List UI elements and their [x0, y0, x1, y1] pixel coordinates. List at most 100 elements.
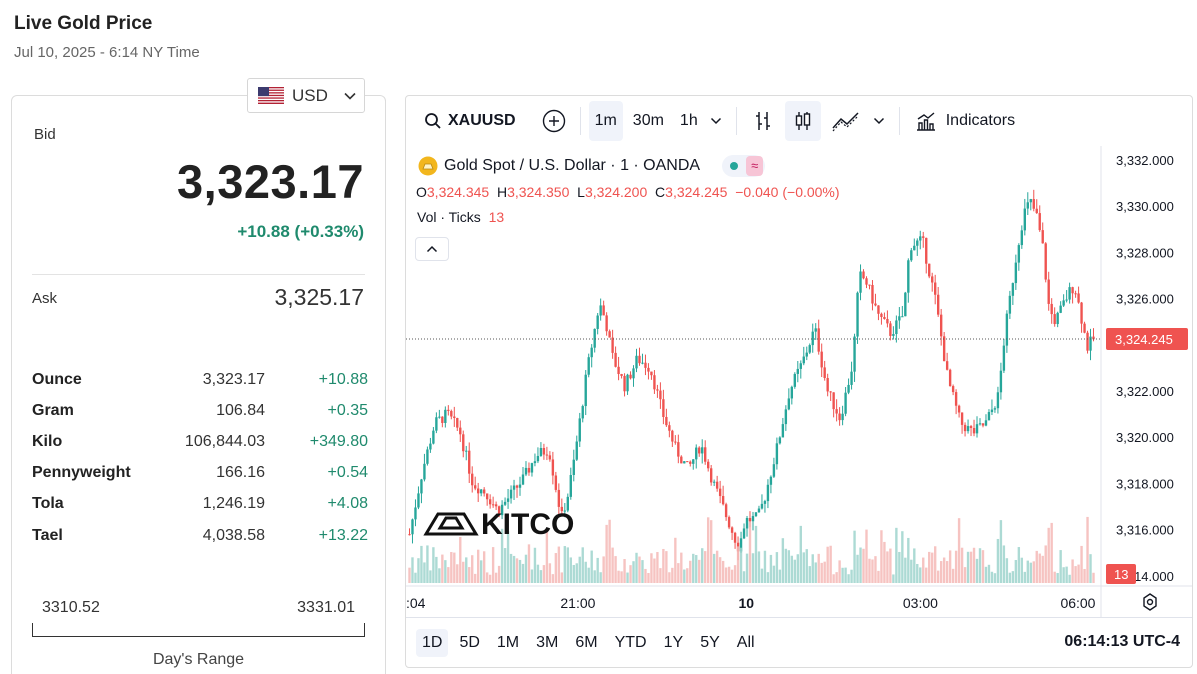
volume-bar — [823, 561, 826, 583]
volume-bar — [1044, 545, 1047, 583]
volume-bar — [1092, 572, 1095, 583]
volume-bar — [1047, 527, 1050, 583]
volume-bar — [524, 554, 528, 583]
volume-bar — [471, 555, 474, 583]
candle-body — [957, 405, 961, 413]
range-1y[interactable]: 1Y — [663, 633, 684, 651]
volume-bar — [814, 562, 817, 583]
candle-body — [435, 417, 438, 431]
volume-bar — [450, 552, 453, 583]
candle-body — [757, 508, 761, 513]
candle-body — [898, 316, 901, 321]
candle-body — [500, 504, 504, 516]
x-tick-label: 10 — [739, 595, 755, 611]
volume-bar — [1002, 545, 1006, 583]
volume-bar — [874, 556, 877, 583]
volume-bar — [1077, 564, 1080, 583]
bars-chart-icon — [755, 112, 770, 130]
candle-body — [928, 263, 931, 277]
volume-bar — [844, 567, 847, 583]
volume-bar — [488, 574, 492, 583]
range-6m[interactable]: 6M — [575, 633, 598, 651]
chart-style-dropdown[interactable] — [867, 101, 891, 141]
range-1m[interactable]: 1M — [496, 633, 520, 651]
candle-body — [662, 399, 665, 417]
candle-body — [715, 481, 719, 489]
high-value: 3,324.350 — [507, 184, 570, 200]
bar-style-button[interactable] — [745, 101, 781, 141]
candle-body — [620, 374, 623, 376]
volume-bar — [662, 548, 665, 583]
candle-body — [1038, 213, 1041, 231]
market-status-pill[interactable]: ≈ — [722, 155, 766, 177]
currency-select[interactable]: USD — [247, 78, 365, 113]
candle-body — [450, 410, 453, 417]
volume-bar — [1074, 566, 1077, 583]
volume-bar — [557, 546, 561, 583]
volume-bar — [730, 569, 734, 583]
volume-bar — [566, 547, 569, 583]
area-style-button[interactable] — [825, 101, 867, 141]
y-tick-label: 3,328.000 — [1116, 245, 1174, 260]
indicators-button[interactable]: Indicators — [908, 101, 1021, 141]
candle-body — [910, 250, 913, 261]
volume-bar — [641, 560, 644, 583]
chart-clock: 06:14:13 UTC-4 — [1064, 633, 1180, 650]
range-5y[interactable]: 5Y — [700, 633, 720, 651]
price-chart[interactable]: KITCO 3,332.000 3,330.000 3,328.000 3,326.00… — [406, 96, 1193, 668]
candle-style-button[interactable] — [784, 101, 821, 141]
range-ytd[interactable]: YTD — [614, 633, 647, 651]
volume-bar — [951, 568, 955, 583]
range-3m[interactable]: 3M — [536, 633, 559, 651]
y-tick-label: 3,316.000 — [1116, 523, 1174, 538]
volume-bar — [536, 564, 540, 583]
candle-body — [942, 336, 946, 362]
volume-bar — [969, 551, 973, 583]
candle-body — [1050, 303, 1053, 315]
volume-bar — [659, 568, 662, 583]
candle-body — [778, 437, 782, 444]
volume-bar — [999, 520, 1003, 583]
unit-name: Kilo — [32, 432, 63, 450]
volume-bar — [602, 556, 605, 583]
price-panel: Bid 3,323.17 +10.88 (+0.33%) Ask 3,325.1… — [11, 95, 386, 674]
interval-dropdown[interactable] — [704, 101, 728, 141]
volume-bar — [494, 572, 498, 583]
volume-bar — [880, 530, 883, 583]
candle-body — [635, 355, 638, 369]
candle-body — [1077, 293, 1080, 303]
candle-body — [566, 496, 569, 511]
interval-1m[interactable]: 1m — [588, 101, 623, 141]
candle-body — [515, 485, 519, 488]
volume-bar — [883, 541, 886, 583]
candle-body — [799, 363, 802, 369]
candle-body — [497, 506, 501, 516]
volume-bar — [581, 547, 584, 583]
candle-body — [602, 305, 605, 316]
volume-bar — [945, 561, 949, 583]
interval-30m[interactable]: 30m — [632, 112, 664, 129]
candle-body — [901, 316, 904, 318]
candle-body — [644, 362, 647, 368]
range-5d[interactable]: 5D — [459, 633, 480, 651]
volume-bar — [539, 570, 543, 583]
compare-symbol-button[interactable] — [536, 101, 572, 141]
collapse-legend-button[interactable] — [415, 237, 449, 261]
candle-body — [444, 409, 447, 423]
symbol-search-button[interactable]: XAUUSD — [418, 101, 522, 141]
candle-body — [820, 351, 823, 368]
candle-body — [1017, 245, 1021, 263]
volume-bar — [551, 574, 555, 583]
candle-body — [485, 493, 489, 500]
candle-body — [423, 463, 426, 480]
volume-bar — [1035, 550, 1038, 583]
candle-body — [895, 320, 898, 335]
volume-bar — [1071, 559, 1074, 583]
volume-bar — [972, 547, 976, 583]
range-1d[interactable]: 1D — [416, 628, 449, 657]
interval-1h[interactable]: 1h — [679, 112, 698, 129]
candle-body — [509, 489, 513, 499]
candle-body — [1086, 332, 1089, 351]
range-all[interactable]: All — [736, 633, 755, 651]
volume-bar — [542, 565, 546, 583]
